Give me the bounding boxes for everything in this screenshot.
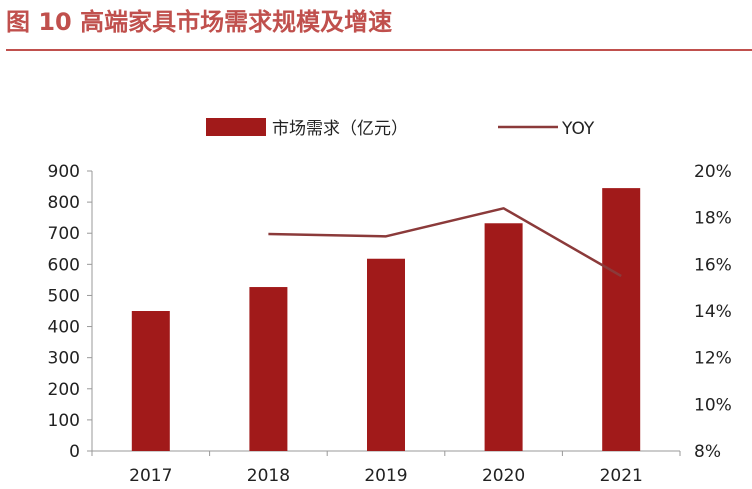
legend-bar-label: 市场需求（亿元） <box>272 119 408 139</box>
legend-line-label: YOY <box>561 119 595 139</box>
bar-2021 <box>602 188 641 451</box>
yoy-series <box>268 207 622 278</box>
y-left-tick-label: 0 <box>69 442 80 462</box>
y-left-tick-label: 100 <box>48 411 80 431</box>
yoy-line <box>268 207 622 278</box>
y-right-tick-label: 10% <box>694 395 732 415</box>
x-tick-label: 2018 <box>247 466 290 486</box>
y-left-tick-label: 800 <box>48 193 80 213</box>
y-left-tick-label: 700 <box>48 224 80 244</box>
bar-2020 <box>484 223 523 451</box>
y-right-tick-label: 20% <box>694 162 732 182</box>
legend: 市场需求（亿元） YOY <box>206 118 595 139</box>
y-right-tick-label: 14% <box>694 302 732 322</box>
bar-series <box>131 188 641 451</box>
y-left-tick-label: 600 <box>48 255 80 275</box>
y-left-tick-label: 200 <box>48 380 80 400</box>
axes: 0 100 200 300 400 500 600 700 800 900 8% 10% 12% 14% 1… <box>48 162 732 486</box>
y-left-tick-label: 500 <box>48 286 80 306</box>
x-tick-label: 2020 <box>482 466 525 486</box>
legend-bar-swatch <box>206 118 266 136</box>
x-tick-label: 2019 <box>364 466 407 486</box>
y-left-tick-label: 400 <box>48 318 80 338</box>
bar-2019 <box>367 258 405 451</box>
title-divider <box>6 49 752 51</box>
bar-2017 <box>131 311 170 451</box>
y-left-tick-label: 300 <box>48 349 80 369</box>
chart-title: 图 10 高端家具市场需求规模及增速 <box>6 8 393 36</box>
y-right-tick-label: 16% <box>694 255 732 275</box>
y-right-tick-label: 12% <box>694 349 732 369</box>
x-tick-label: 2021 <box>600 466 643 486</box>
bar-2018 <box>249 287 288 451</box>
y-right-tick-label: 18% <box>694 209 732 229</box>
y-right-tick-label: 8% <box>694 442 721 462</box>
x-tick-label: 2017 <box>129 466 172 486</box>
y-left-tick-label: 900 <box>48 162 80 182</box>
